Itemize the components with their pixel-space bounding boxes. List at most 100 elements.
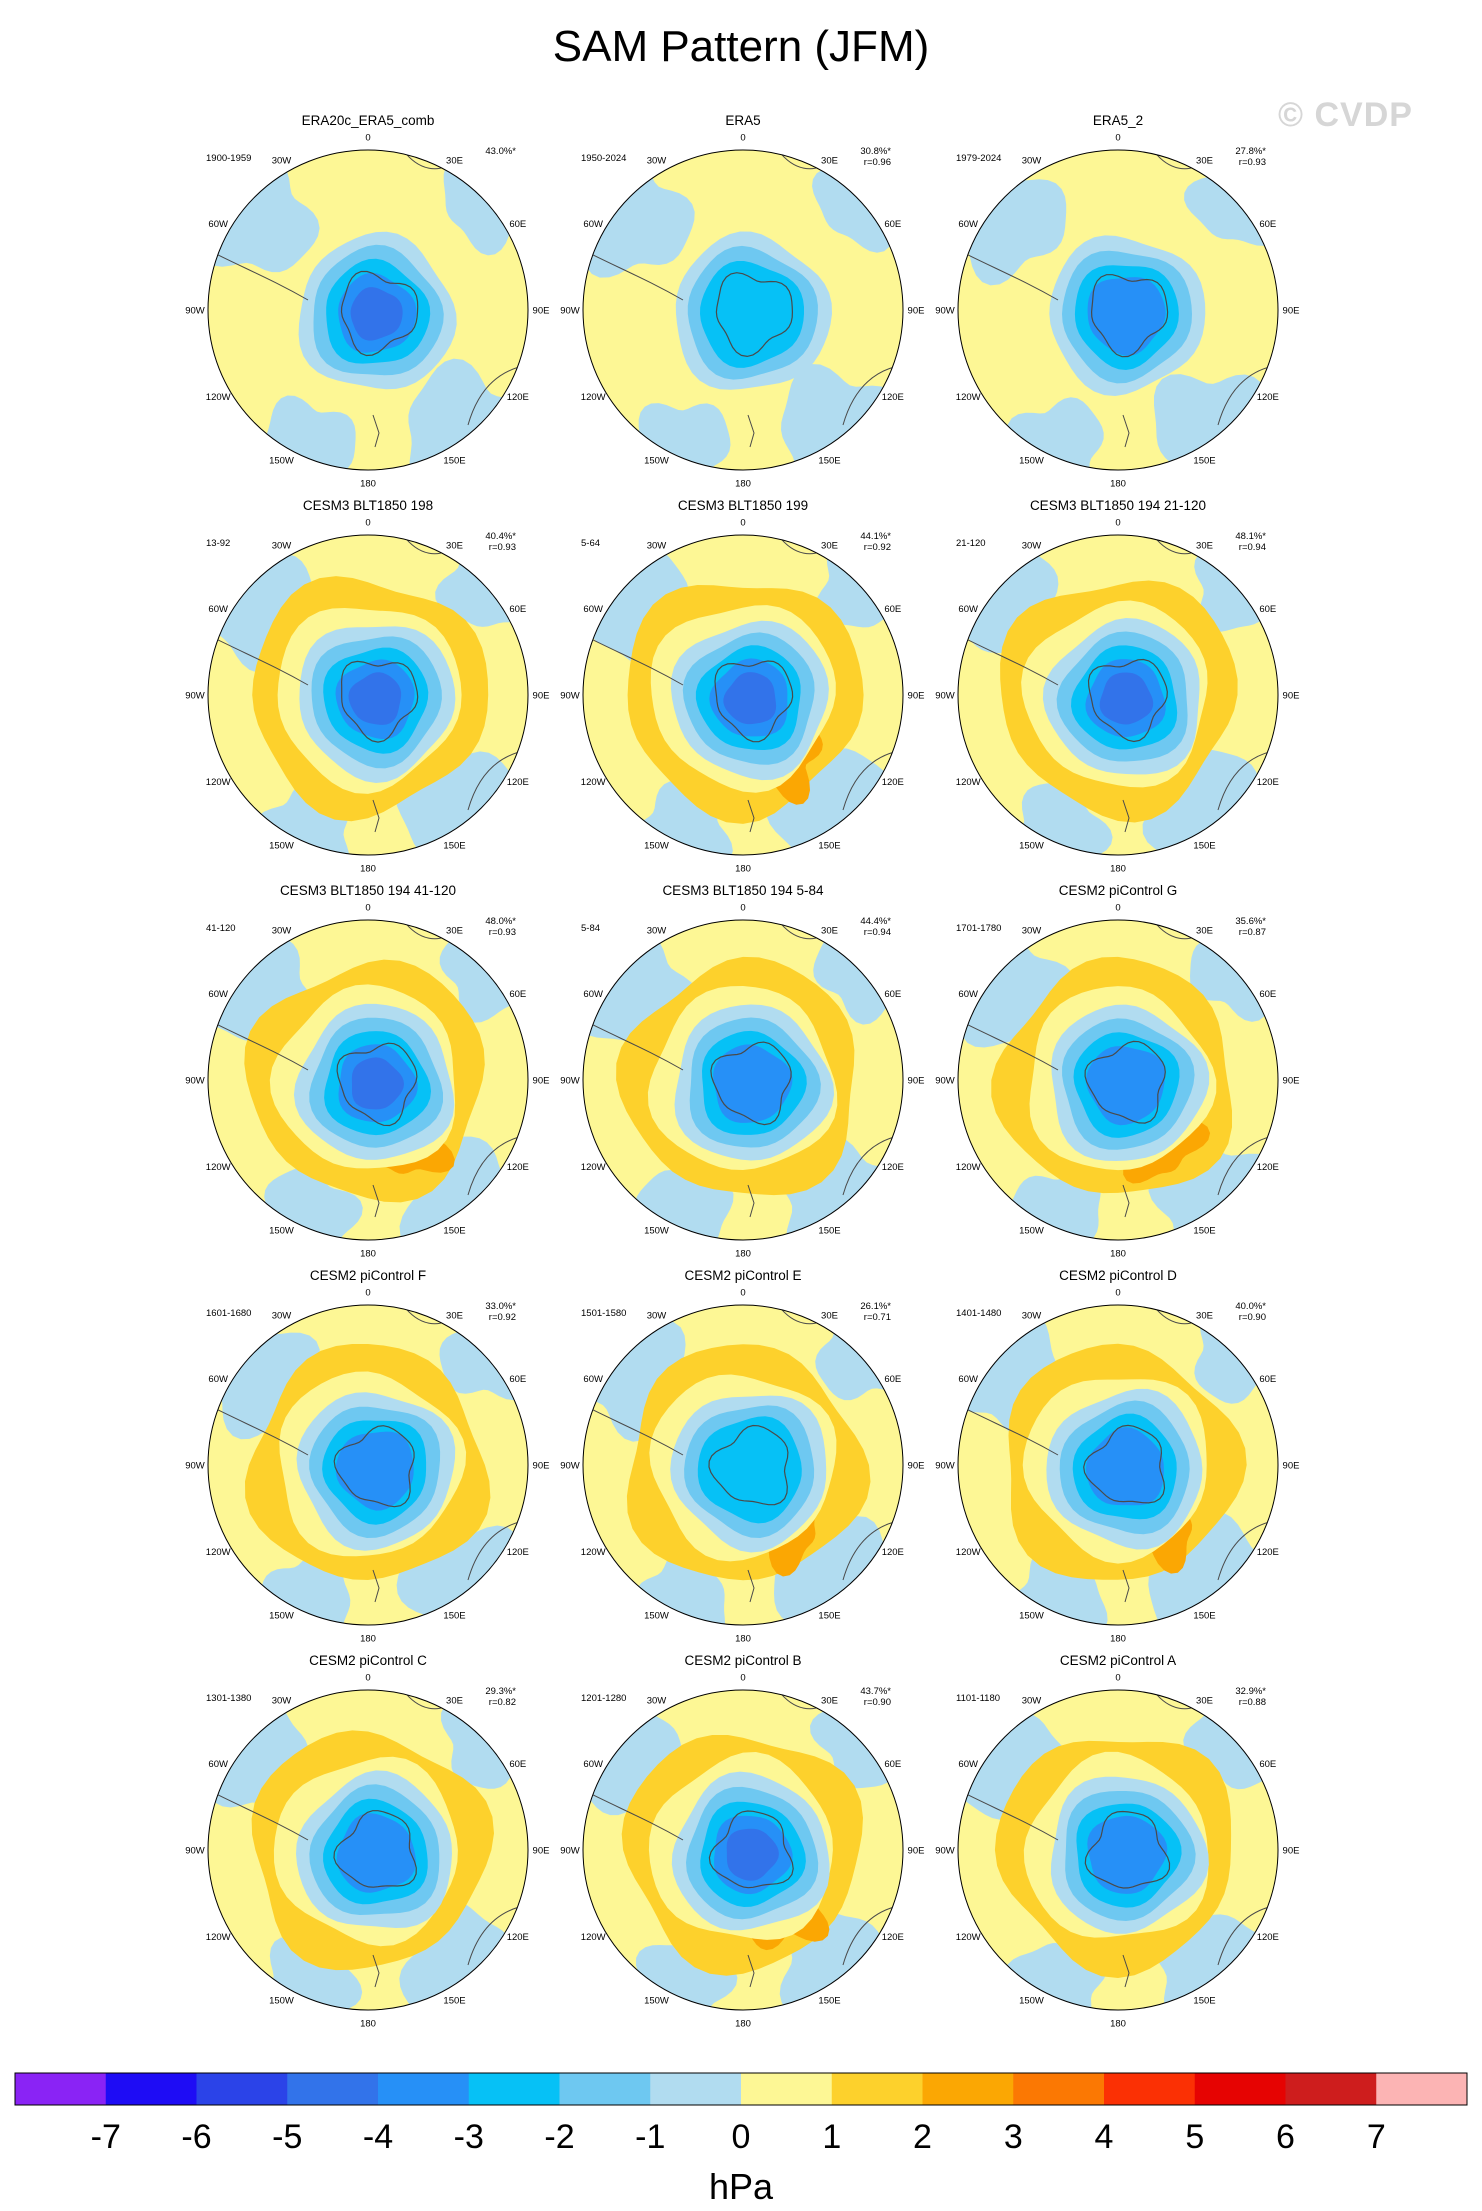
longitude-label: 60W	[958, 1759, 978, 1770]
longitude-label: 150W	[644, 1610, 669, 1621]
longitude-label: 30W	[1022, 156, 1042, 167]
longitude-label: 90E	[1283, 1461, 1300, 1472]
colorbar-swatch	[105, 2073, 197, 2105]
antarctica-outline	[1083, 1424, 1166, 1504]
longitude-label: 150E	[818, 455, 840, 466]
panel-years: 1900-1959	[206, 153, 251, 164]
longitude-label: 60W	[583, 1759, 603, 1770]
longitude-label: 60E	[509, 1374, 526, 1385]
panel-variance-pct: 26.1%*	[860, 1301, 891, 1312]
negative-center-band	[1085, 1427, 1164, 1506]
new-zealand-outline	[747, 799, 755, 833]
panel-pattern-correlation: r=0.96	[864, 157, 891, 168]
longitude-label: 0	[365, 1288, 370, 1299]
longitude-label: 120E	[882, 1547, 904, 1558]
longitude-label: 0	[1115, 903, 1120, 914]
longitude-label: 120E	[1257, 777, 1279, 788]
panel-title: CESM2 piControl E	[684, 1268, 801, 1283]
panel-variance-pct: 30.8%*	[860, 146, 891, 157]
panel-variance-pct: 35.6%*	[1235, 916, 1266, 927]
negative-center-band	[726, 1828, 779, 1881]
longitude-label: 60E	[884, 604, 901, 615]
colorbar-swatch	[1376, 2073, 1468, 2105]
longitude-label: 150E	[1193, 1225, 1215, 1236]
longitude-label: 120W	[206, 1162, 231, 1173]
longitude-label: 30E	[446, 926, 463, 937]
south-america-outline	[208, 249, 309, 301]
longitude-label: 90E	[533, 1846, 550, 1857]
longitude-label: 30W	[1022, 1311, 1042, 1322]
panel-years: 1950-2024	[581, 153, 626, 164]
colorbar-tick-label: 6	[1276, 2118, 1295, 2156]
panel-pattern-correlation: r=0.90	[1239, 1312, 1266, 1323]
longitude-label: 90E	[533, 306, 550, 317]
map-boundary	[207, 1689, 529, 2011]
negative-center-band	[348, 672, 402, 725]
panel-title: CESM3 BLT1850 199	[678, 498, 808, 513]
panel-years: 21-120	[956, 538, 986, 549]
colorbar-swatch	[559, 2073, 651, 2105]
longitude-label: 60W	[583, 1374, 603, 1385]
map-boundary	[207, 919, 529, 1241]
longitude-label: 120E	[507, 392, 529, 403]
longitude-label: 150E	[818, 840, 840, 851]
longitude-label: 120W	[581, 392, 606, 403]
longitude-label: 90W	[935, 691, 955, 702]
longitude-label: 30W	[647, 926, 667, 937]
antarctica-outline	[333, 1810, 417, 1888]
longitude-label: 60W	[958, 219, 978, 230]
panel-years: 41-120	[206, 923, 236, 934]
longitude-label: 60W	[208, 1759, 228, 1770]
longitude-label: 60E	[509, 604, 526, 615]
map-boundary	[582, 149, 904, 471]
sam-panel: 0 30E 60E 90E 120E 150E 180 150W 120W 90W 60W 30W CE…	[935, 1268, 1299, 1645]
map-boundary	[207, 1304, 529, 1626]
map-boundary	[957, 1304, 1279, 1626]
negative-patch	[260, 1548, 351, 1625]
colorbar-tick-label: -5	[272, 2118, 302, 2156]
colorbar-tick-label: 3	[1004, 2118, 1023, 2156]
longitude-label: 30W	[647, 1696, 667, 1707]
longitude-label: 60W	[958, 989, 978, 1000]
longitude-label: 120W	[206, 392, 231, 403]
panel-title: CESM3 BLT1850 194 5-84	[662, 883, 824, 898]
map-boundary	[957, 149, 1279, 471]
panel-grid: 0 30E 60E 90E 120E 150E 180 150W 120W 90W 60W 30W ER…	[185, 113, 1299, 2030]
colorbar-tick-label: 0	[732, 2118, 751, 2156]
longitude-label: 30E	[1196, 541, 1213, 552]
longitude-label: 0	[740, 518, 745, 529]
longitude-label: 0	[740, 1673, 745, 1684]
longitude-label: 120E	[882, 777, 904, 788]
map-boundary	[582, 1689, 904, 2011]
south-america-outline	[583, 1019, 684, 1071]
south-america-outline	[208, 1019, 309, 1071]
longitude-label: 120W	[206, 1547, 231, 1558]
panel-years: 1101-1180	[956, 1693, 1000, 1704]
antarctica-outline	[340, 660, 419, 743]
panel-pattern-correlation: r=0.82	[489, 1697, 516, 1708]
longitude-label: 60W	[208, 1374, 228, 1385]
panel-title: CESM3 BLT1850 194 41-120	[280, 883, 456, 898]
new-zealand-outline	[372, 799, 380, 833]
longitude-label: 150E	[1193, 455, 1215, 466]
longitude-label: 90W	[935, 1461, 955, 1472]
colorbar-tick-label: 2	[913, 2118, 932, 2156]
map-boundary	[582, 534, 904, 856]
panel-pattern-correlation: r=0.88	[1239, 1697, 1266, 1708]
panel-pattern-correlation: r=0.94	[1239, 542, 1266, 553]
longitude-label: 30E	[821, 156, 838, 167]
longitude-label: 30W	[272, 1696, 292, 1707]
longitude-label: 180	[1110, 479, 1126, 490]
longitude-label: 180	[360, 2019, 376, 2030]
longitude-label: 0	[1115, 518, 1120, 529]
colorbar-tick-label: -2	[544, 2118, 574, 2156]
panel-title: CESM2 piControl G	[1059, 883, 1178, 898]
negative-center-band	[1087, 277, 1166, 356]
new-zealand-outline	[1122, 1954, 1130, 1988]
longitude-label: 30W	[1022, 926, 1042, 937]
new-zealand-outline	[747, 1569, 755, 1603]
negative-center-band	[1086, 1046, 1165, 1126]
longitude-label: 180	[735, 2019, 751, 2030]
longitude-label: 120E	[882, 1932, 904, 1943]
longitude-label: 150W	[644, 1995, 669, 2006]
